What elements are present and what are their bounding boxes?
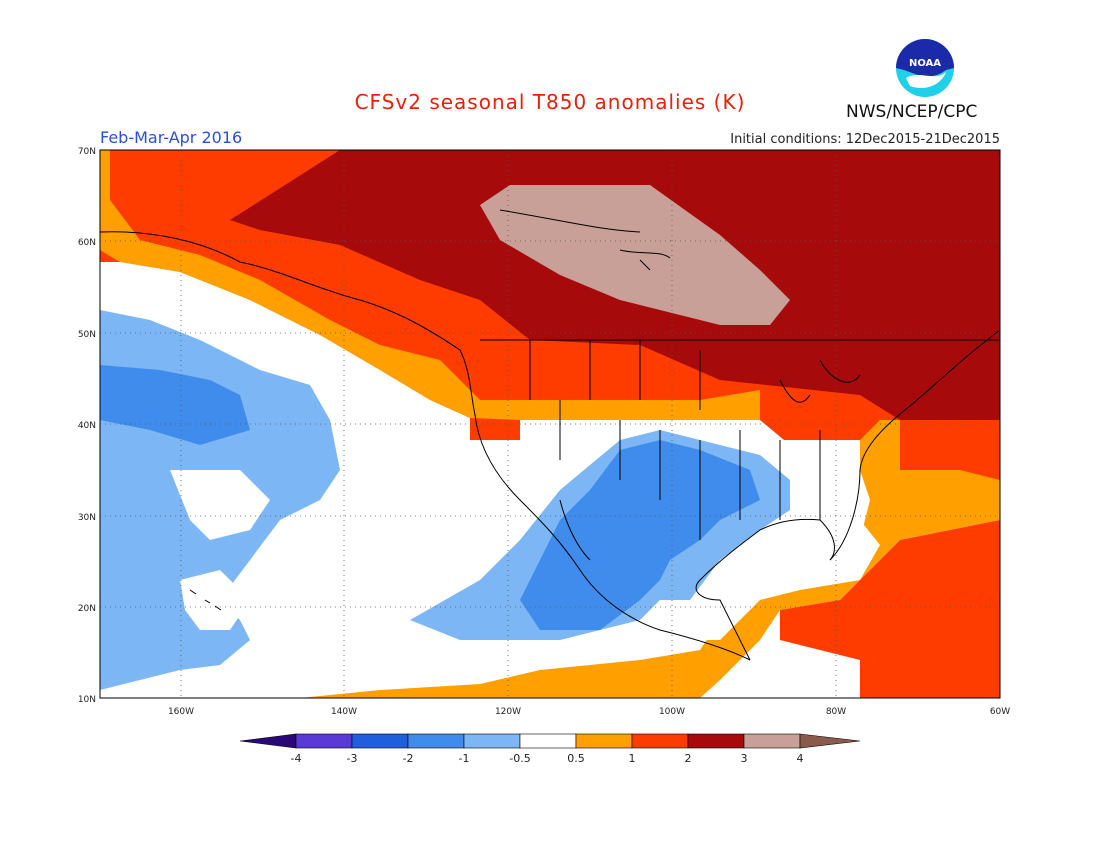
lat-tick-40n: 40N <box>78 421 96 431</box>
map-frame <box>99 149 1001 699</box>
lat-tick-70n: 70N <box>78 147 96 157</box>
lon-tick-140w: 140W <box>331 707 357 717</box>
anomaly-region-orange-west <box>100 150 760 420</box>
anomaly-region-gulf-white <box>690 520 880 640</box>
legend-label-2: 2 <box>685 752 692 765</box>
anomaly-region-atlantic-red <box>780 420 1000 698</box>
legend-swatch-3 <box>407 733 465 749</box>
legend-swatch-7 <box>631 733 689 749</box>
anomaly-region-white-hawaii <box>180 570 250 630</box>
lon-tick-100w: 100W <box>659 707 685 717</box>
legend-swatch-6 <box>575 733 633 749</box>
legend-swatch-9 <box>743 733 801 749</box>
lon-tick-60w: 60W <box>990 707 1010 717</box>
legend-label-neg05: -0.5 <box>509 752 530 765</box>
legend-arrow-low <box>239 733 297 749</box>
lat-tick-60n: 60N <box>78 238 96 248</box>
initial-conditions: Initial conditions: 12Dec2015-21Dec2015 <box>730 132 1000 147</box>
color-legend <box>239 733 861 749</box>
legend-swatch-8 <box>687 733 745 749</box>
legend-swatch-2 <box>351 733 409 749</box>
legend-arrow-high <box>799 733 861 749</box>
lat-tick-10n: 10N <box>78 695 96 705</box>
coastlines <box>99 209 1001 661</box>
legend-labels: -4 -3 -2 -1 -0.5 0.5 1 2 3 4 <box>291 752 804 765</box>
logo-text: NOAA <box>909 58 941 69</box>
legend-label-3: 3 <box>741 752 748 765</box>
noaa-logo: NOAA <box>896 39 954 97</box>
agency-label: NWS/NCEP/CPC <box>846 102 978 122</box>
legend-label-1: 1 <box>629 752 636 765</box>
lat-tick-labels: 70N 60N 50N 40N 30N 20N 10N <box>78 147 96 705</box>
grid-lines <box>100 150 1000 698</box>
legend-label-4: 4 <box>797 752 804 765</box>
legend-label-neg1: -1 <box>459 752 470 765</box>
legend-label-neg4: -4 <box>291 752 302 765</box>
anomaly-region-white-pacific-hole <box>170 470 270 540</box>
lon-tick-120w: 120W <box>495 707 521 717</box>
legend-label-05: 0.5 <box>567 752 585 765</box>
lat-tick-30n: 30N <box>78 513 96 523</box>
period-label: Feb-Mar-Apr 2016 <box>100 128 243 147</box>
lon-tick-160w: 160W <box>168 707 194 717</box>
map-title: CFSv2 seasonal T850 anomalies (K) <box>354 90 746 114</box>
legend-swatch-4 <box>463 733 521 749</box>
legend-label-neg3: -3 <box>347 752 358 765</box>
lon-tick-labels: 160W 140W 120W 100W 80W 60W <box>168 707 1010 717</box>
lat-tick-50n: 50N <box>78 330 96 340</box>
legend-label-neg2: -2 <box>403 752 414 765</box>
anomaly-region-blue-pacific <box>100 365 250 445</box>
lat-tick-20n: 20N <box>78 604 96 614</box>
legend-swatch-5 <box>519 733 577 749</box>
legend-swatch-1 <box>295 733 353 749</box>
lon-tick-80w: 80W <box>826 707 846 717</box>
